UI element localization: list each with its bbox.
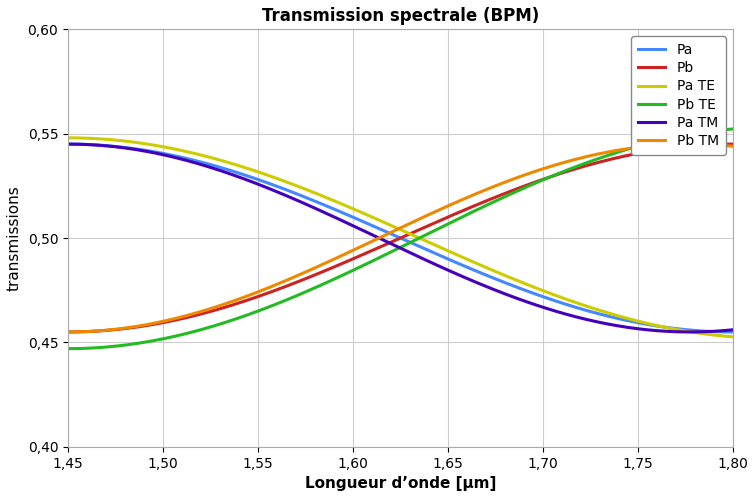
Pb TM [387,229,396,235]
Pb TE [708,128,717,134]
Pb TM [709,142,718,148]
Pb TE [709,128,718,134]
Pb TE [728,126,737,132]
Pb TM [728,143,737,149]
Pa TM [709,328,718,334]
Pb TM [63,329,72,335]
Pb TE [369,257,378,263]
Pa TE [728,334,737,340]
Y-axis label: transmissions: transmissions [7,185,22,291]
Pa TM [686,329,695,335]
Pa TE [708,332,717,338]
Pa TM [63,141,72,147]
Pb [63,329,72,335]
Pa TM [387,241,396,247]
Pa [387,231,396,237]
Pb [709,141,718,147]
Pa TE [587,305,596,311]
Line: Pb TM: Pb TM [68,144,732,332]
Pb [728,141,737,147]
Pa TM [728,327,737,333]
Pb [387,239,396,245]
Pb [369,247,378,253]
Pa TM [369,233,378,239]
Pa [97,142,106,148]
Pa TE [709,332,718,338]
Pb [708,141,717,147]
X-axis label: Longueur d’onde [µm]: Longueur d’onde [µm] [304,476,496,491]
Line: Pa TE: Pa TE [68,138,732,337]
Pa [709,329,718,335]
Pb TE [387,249,396,255]
Pa TE [369,215,378,221]
Pb TE [587,158,596,164]
Title: Transmission spectrale (BPM): Transmission spectrale (BPM) [262,7,539,25]
Pb TM [369,238,378,244]
Line: Pb TE: Pb TE [68,129,732,349]
Line: Pa TM: Pa TM [68,144,732,332]
Pa [369,223,378,229]
Line: Pa: Pa [68,144,732,332]
Pa TM [97,142,106,148]
Pa TE [97,136,106,142]
Pa [728,329,737,335]
Pa TM [709,328,718,334]
Pb TE [97,345,106,351]
Pa [708,329,717,335]
Pb TM [686,141,695,147]
Pb [587,161,596,167]
Pa TE [63,135,72,141]
Pb TM [587,152,596,158]
Pb TE [63,346,72,352]
Pa [587,309,596,315]
Pa TM [587,318,596,324]
Pb TM [97,328,106,334]
Pa TE [387,223,396,229]
Pa [63,141,72,147]
Pb TM [709,142,718,148]
Legend: Pa, Pb, Pa TE, Pb TE, Pa TM, Pb TM: Pa, Pb, Pa TE, Pb TE, Pa TM, Pb TM [630,36,726,155]
Pb [97,328,106,334]
Line: Pb: Pb [68,144,732,332]
